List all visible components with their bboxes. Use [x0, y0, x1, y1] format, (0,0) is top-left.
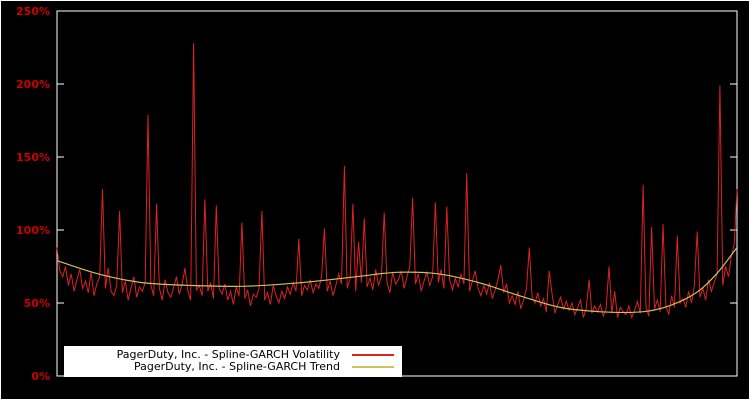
legend-item-trend: PagerDuty, Inc. - Spline-GARCH Trend	[72, 361, 394, 373]
y-tick-label: 100%	[16, 224, 50, 237]
legend-line-sample-trend	[352, 366, 394, 368]
legend: PagerDuty, Inc. - Spline-GARCH Volatilit…	[64, 346, 402, 377]
trend-line	[56, 247, 738, 313]
y-tick-label: 150%	[16, 151, 50, 164]
legend-label-trend: PagerDuty, Inc. - Spline-GARCH Trend	[133, 360, 340, 373]
y-tick-label: 0%	[31, 370, 50, 383]
volatility-line	[56, 43, 738, 320]
y-tick-label: 50%	[24, 297, 50, 310]
legend-item-volatility: PagerDuty, Inc. - Spline-GARCH Volatilit…	[72, 349, 394, 361]
y-tick-label: 200%	[16, 78, 50, 91]
legend-line-sample-volatility	[352, 354, 394, 356]
legend-label-volatility: PagerDuty, Inc. - Spline-GARCH Volatilit…	[116, 348, 340, 361]
plot-frame	[56, 10, 738, 377]
y-tick-label: 250%	[16, 5, 50, 18]
